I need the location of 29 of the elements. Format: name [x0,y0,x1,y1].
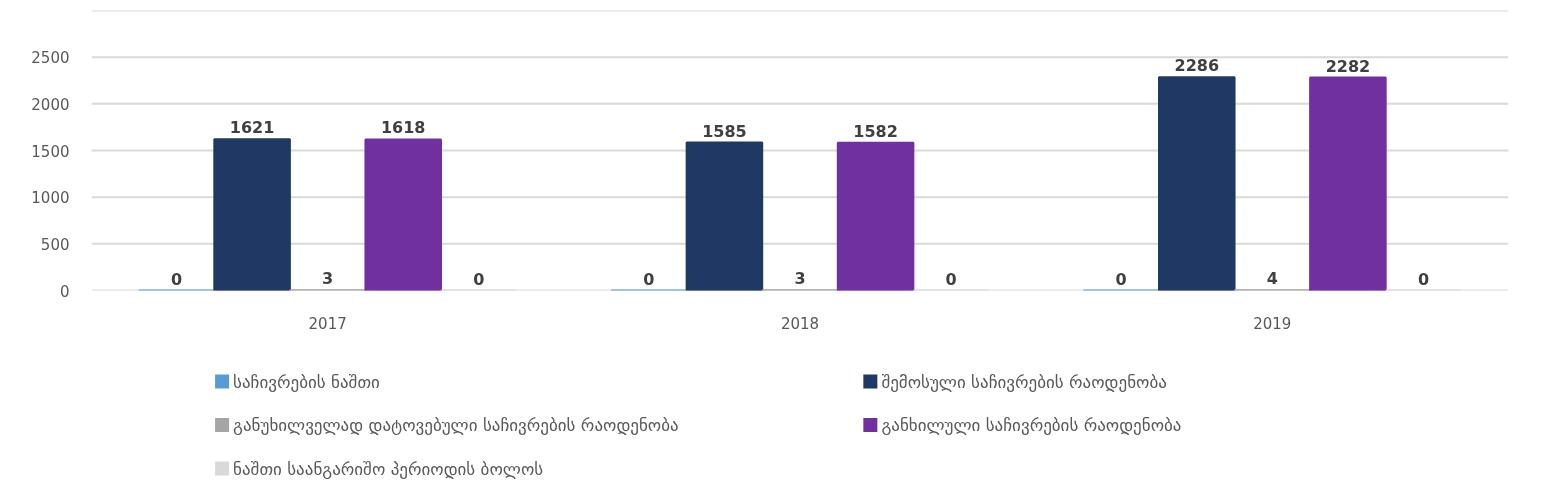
y-tick-label: 0 [59,282,70,301]
x-tick-label: 2018 [780,314,820,333]
y-tick-label: 2500 [31,49,70,68]
x-tick-label: 2017 [308,314,347,333]
data-label: 2282 [1325,56,1371,76]
legend-label: განუხილველად დატოვებული საჩივრების რაოდენობა [233,415,679,435]
data-label: 1618 [380,118,426,138]
data-label: 1582 [853,121,898,141]
legend-label: ნაშთი საანგარიშო პერიოდის ბოლოს [233,458,544,479]
x-tick-label: 2019 [1253,314,1292,333]
legend-label: განხილული საჩივრების რაოდენობა [881,415,1182,435]
data-label: 1585 [702,121,747,141]
data-label: 3 [794,269,806,289]
y-tick-label: 1000 [31,189,70,208]
legend-label: შემოსული საჩივრების რაოდენობა [881,371,1167,392]
data-label: 2286 [1174,56,1220,76]
data-label: 0 [643,269,655,289]
y-tick-label: 2000 [31,95,70,114]
data-label: 0 [945,269,957,289]
data-label: 0 [1115,269,1127,289]
data-label: 3 [322,269,334,289]
data-label: 0 [473,269,485,289]
y-tick-label: 500 [40,235,70,254]
legend-label: საჩივრების ნაშთი [233,371,380,392]
data-label: 0 [170,269,183,289]
data-label: 4 [1266,269,1278,289]
y-tick-label: 1500 [31,142,70,161]
data-label: 1621 [229,118,275,138]
data-label: 0 [1417,269,1430,289]
